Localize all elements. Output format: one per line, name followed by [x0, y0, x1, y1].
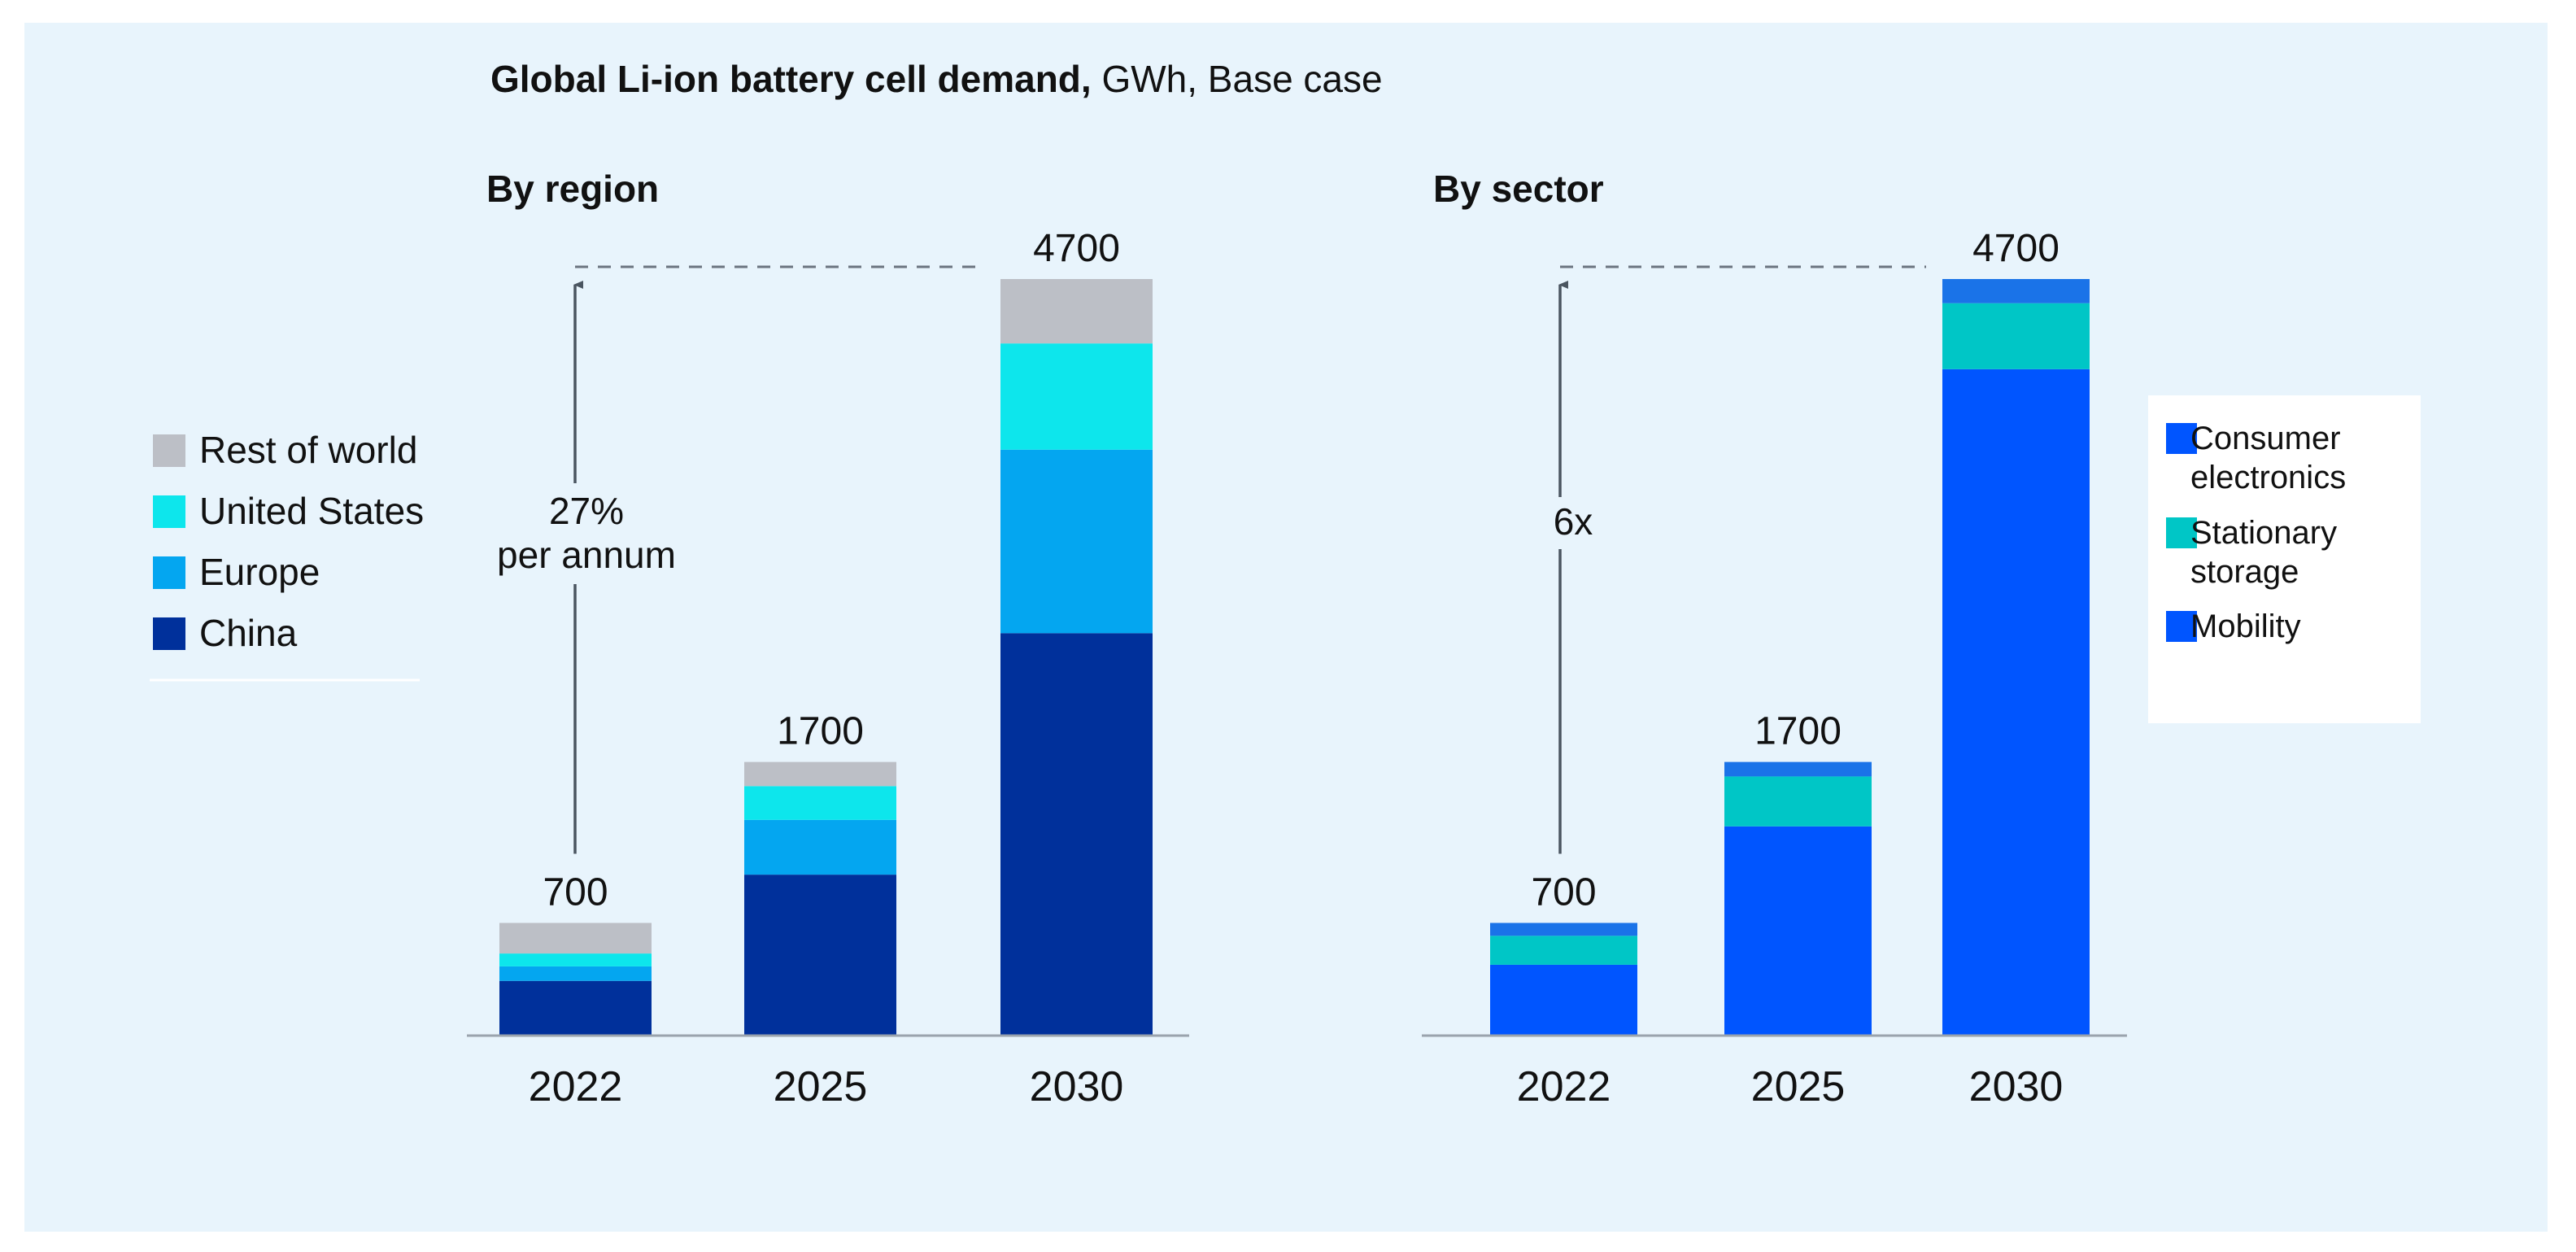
x-tick-label-2025: 2025 [1751, 1063, 1846, 1110]
total-label-2025: 1700 [777, 710, 864, 753]
legend-swatch-china [153, 617, 185, 650]
growth-annotation-line1: 6x [1554, 500, 1593, 543]
chart-panel: Global Li-ion battery cell demand, GWh, … [24, 23, 2548, 1232]
bar-china-2030 [1000, 633, 1153, 1036]
total-label-2022: 700 [1531, 870, 1596, 914]
total-label-2022: 700 [543, 870, 608, 914]
legend-label-consumer-line2: electronics [2190, 460, 2346, 495]
growth-annotation-line1: 27% [549, 490, 624, 532]
legend-label-europe: Europe [199, 551, 320, 593]
bar-rest-of-world-2030 [1000, 279, 1153, 344]
x-tick-label-2030: 2030 [1969, 1063, 2064, 1110]
legend-label-stationary-line2: storage [2190, 554, 2299, 590]
legend-label-rest-of-world: Rest of world [199, 429, 417, 471]
legend-label-mobility-line1: Mobility [2190, 609, 2301, 644]
legend-label-united-states: United States [199, 490, 424, 532]
bar-united-states-2022 [499, 953, 652, 966]
bar-united-states-2025 [744, 786, 896, 820]
x-tick-label-2025: 2025 [774, 1063, 868, 1110]
bar-consumer-electronics-2025 [1724, 761, 1872, 777]
bar-mobility-2030 [1942, 369, 2090, 1036]
annotation-background [1519, 497, 1601, 549]
bar-rest-of-world-2022 [499, 923, 652, 954]
legend-swatch-mobility [2166, 611, 2197, 642]
total-label-2025: 1700 [1754, 710, 1842, 753]
growth-annotation-line2: per annum [497, 534, 676, 576]
legend-swatch-stationary [2166, 517, 2197, 548]
x-tick-label-2022: 2022 [1517, 1063, 1611, 1110]
bar-europe-2022 [499, 966, 652, 981]
total-label-2030: 4700 [1972, 227, 2059, 270]
legend-swatch-europe [153, 556, 185, 589]
annotation-background [461, 483, 689, 584]
chart-1-title: By sector [1433, 168, 1604, 210]
legend-swatch-united-states [153, 495, 185, 528]
region-chart: By region 700 2022 1700 2025 4700 2030 27%per a… [150, 168, 1189, 1110]
chart-title-bold: Global Li-ion battery cell demand, [490, 58, 1092, 100]
bar-consumer-electronics-2022 [1490, 923, 1637, 936]
bar-stationary-storage-2030 [1942, 303, 2090, 369]
battery-demand-chart: Global Li-ion battery cell demand, GWh, … [150, 58, 2421, 1110]
bar-mobility-2022 [1490, 964, 1637, 1036]
bar-consumer-electronics-2030 [1942, 279, 2090, 303]
x-tick-label-2030: 2030 [1030, 1063, 1124, 1110]
legend-label-stationary-line1: Stationary [2190, 515, 2337, 551]
bar-china-2022 [499, 980, 652, 1036]
x-tick-label-2022: 2022 [529, 1063, 623, 1110]
legend-swatch-rest-of-world [153, 434, 185, 467]
sector-chart: By sector 700 2022 1700 2025 4700 2030 6x Consum… [1422, 168, 2421, 1110]
total-label-2030: 4700 [1033, 227, 1120, 270]
bar-stationary-storage-2025 [1724, 776, 1872, 827]
bar-europe-2025 [744, 819, 896, 875]
bar-stationary-storage-2022 [1490, 936, 1637, 965]
bar-europe-2030 [1000, 449, 1153, 634]
bar-china-2025 [744, 875, 896, 1036]
chart-title-rest: GWh, Base case [1092, 58, 1383, 100]
bar-mobility-2025 [1724, 826, 1872, 1036]
chart-0-title: By region [486, 168, 659, 210]
legend-label-china: China [199, 612, 298, 654]
legend-label-consumer-line1: Consumer [2190, 421, 2341, 456]
bar-united-states-2030 [1000, 343, 1153, 450]
bar-rest-of-world-2025 [744, 761, 896, 787]
legend-swatch-consumer [2166, 423, 2197, 454]
chart-title: Global Li-ion battery cell demand, GWh, … [490, 58, 1383, 100]
